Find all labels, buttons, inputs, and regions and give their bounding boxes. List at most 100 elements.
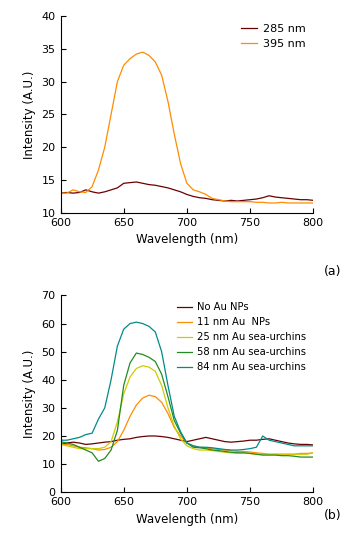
No Au NPs — [58, 441, 63, 448]
X-axis label: Wavelength (nm): Wavelength (nm) — [136, 513, 238, 525]
285 nm — [305, 196, 309, 203]
25 nm Au sea-urchins — [185, 442, 189, 449]
No Au NPs — [141, 433, 145, 440]
58 nm Au sea-urchins — [242, 449, 246, 456]
395 nm — [71, 187, 75, 193]
No Au NPs — [311, 442, 315, 448]
395 nm — [286, 200, 290, 206]
25 nm Au sea-urchins — [84, 446, 88, 452]
11 nm Au  NPs — [185, 440, 189, 446]
11 nm Au  NPs — [172, 424, 176, 431]
11 nm Au  NPs — [159, 399, 164, 406]
11 nm Au  NPs — [311, 449, 315, 456]
395 nm — [261, 199, 265, 205]
58 nm Au sea-urchins — [229, 449, 233, 455]
84 nm Au sea-urchins — [204, 444, 208, 450]
25 nm Au sea-urchins — [178, 435, 183, 442]
11 nm Au  NPs — [229, 447, 233, 454]
285 nm — [147, 181, 151, 188]
84 nm Au sea-urchins — [191, 442, 195, 449]
395 nm — [248, 198, 252, 205]
58 nm Au sea-urchins — [134, 350, 138, 356]
395 nm — [197, 189, 201, 195]
58 nm Au sea-urchins — [248, 450, 252, 456]
25 nm Au sea-urchins — [141, 363, 145, 369]
285 nm — [84, 187, 88, 193]
285 nm — [298, 196, 303, 203]
285 nm — [96, 190, 100, 196]
25 nm Au sea-urchins — [58, 441, 63, 448]
58 nm Au sea-urchins — [286, 453, 290, 459]
84 nm Au sea-urchins — [84, 431, 88, 438]
395 nm — [254, 199, 258, 205]
25 nm Au sea-urchins — [273, 451, 277, 457]
Line: No Au NPs: No Au NPs — [61, 436, 313, 445]
58 nm Au sea-urchins — [279, 453, 284, 459]
285 nm — [58, 190, 63, 196]
58 nm Au sea-urchins — [235, 449, 240, 456]
285 nm — [115, 185, 120, 191]
395 nm — [128, 56, 132, 62]
395 nm — [84, 189, 88, 196]
84 nm Au sea-urchins — [147, 323, 151, 330]
84 nm Au sea-urchins — [128, 320, 132, 327]
58 nm Au sea-urchins — [311, 454, 315, 460]
58 nm Au sea-urchins — [84, 447, 88, 453]
58 nm Au sea-urchins — [141, 351, 145, 358]
58 nm Au sea-urchins — [147, 354, 151, 361]
395 nm — [147, 52, 151, 59]
58 nm Au sea-urchins — [128, 360, 132, 366]
395 nm — [222, 198, 227, 204]
25 nm Au sea-urchins — [242, 449, 246, 456]
84 nm Au sea-urchins — [153, 329, 157, 335]
395 nm — [204, 191, 208, 197]
58 nm Au sea-urchins — [197, 445, 201, 451]
84 nm Au sea-urchins — [235, 447, 240, 453]
No Au NPs — [254, 437, 258, 444]
No Au NPs — [84, 441, 88, 448]
285 nm — [216, 197, 221, 203]
No Au NPs — [298, 441, 303, 448]
58 nm Au sea-urchins — [153, 358, 157, 365]
58 nm Au sea-urchins — [77, 444, 82, 450]
Text: (a): (a) — [324, 265, 341, 278]
No Au NPs — [222, 438, 227, 445]
11 nm Au  NPs — [242, 448, 246, 455]
11 nm Au  NPs — [77, 444, 82, 450]
58 nm Au sea-urchins — [210, 447, 214, 453]
84 nm Au sea-urchins — [172, 413, 176, 419]
285 nm — [134, 179, 138, 185]
395 nm — [141, 49, 145, 55]
285 nm — [172, 187, 176, 193]
58 nm Au sea-urchins — [298, 454, 303, 460]
No Au NPs — [153, 433, 157, 439]
395 nm — [185, 180, 189, 187]
58 nm Au sea-urchins — [204, 446, 208, 452]
84 nm Au sea-urchins — [261, 433, 265, 439]
395 nm — [77, 189, 82, 195]
395 nm — [134, 51, 138, 57]
84 nm Au sea-urchins — [141, 320, 145, 327]
58 nm Au sea-urchins — [115, 427, 120, 433]
11 nm Au  NPs — [65, 441, 69, 448]
11 nm Au  NPs — [298, 450, 303, 456]
395 nm — [121, 62, 126, 68]
285 nm — [235, 198, 240, 204]
No Au NPs — [210, 435, 214, 442]
285 nm — [65, 189, 69, 196]
285 nm — [311, 197, 315, 203]
11 nm Au  NPs — [147, 392, 151, 399]
11 nm Au  NPs — [84, 445, 88, 451]
285 nm — [178, 189, 183, 195]
285 nm — [166, 185, 170, 191]
25 nm Au sea-urchins — [153, 368, 157, 374]
25 nm Au sea-urchins — [197, 447, 201, 453]
11 nm Au  NPs — [254, 449, 258, 456]
25 nm Au sea-urchins — [216, 448, 221, 455]
11 nm Au  NPs — [128, 413, 132, 419]
84 nm Au sea-urchins — [103, 404, 107, 411]
58 nm Au sea-urchins — [216, 447, 221, 454]
25 nm Au sea-urchins — [90, 446, 94, 452]
25 nm Au sea-urchins — [248, 450, 252, 456]
58 nm Au sea-urchins — [261, 452, 265, 458]
